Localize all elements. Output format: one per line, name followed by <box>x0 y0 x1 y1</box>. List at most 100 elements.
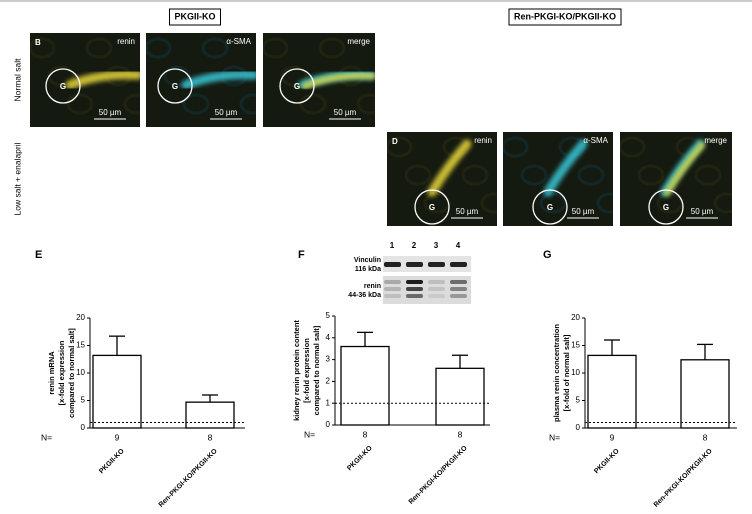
blot-vinculin <box>383 256 471 272</box>
band <box>406 287 423 291</box>
micrograph: Gα-SMA 50 µm <box>503 132 613 226</box>
vessel <box>302 72 375 89</box>
n-count: 8 <box>208 432 213 442</box>
glomerulus-circle <box>414 189 450 225</box>
channel-label: α-SMA <box>226 37 251 46</box>
row-label: Low salt + enalapril <box>12 142 22 215</box>
y-axis-label: kidney renin protein content <box>292 320 301 421</box>
micrograph: Gα-SMA 50 µm <box>146 33 256 127</box>
x-tick-label: Ren-PKGI-KO/PKGII-KO <box>158 447 219 508</box>
band <box>406 262 423 267</box>
band <box>450 287 467 291</box>
group-title: PKGII-KO <box>174 11 215 21</box>
x-tick-label: Ren-PKGI-KO/PKGII-KO <box>653 447 714 508</box>
tubule <box>480 192 497 214</box>
lane-label: 2 <box>412 241 417 250</box>
tubule <box>318 37 346 59</box>
band <box>428 262 445 267</box>
band <box>428 287 445 291</box>
tubule <box>123 93 140 115</box>
glomerulus-circle <box>532 189 568 225</box>
y-axis-label: renin mRNA <box>47 351 56 395</box>
x-tick-label: PKGII-KO <box>98 447 126 475</box>
tubule <box>85 37 113 59</box>
band <box>450 280 467 284</box>
bar <box>185 401 235 429</box>
n-label: N= <box>304 429 315 439</box>
group-box <box>508 8 622 26</box>
y-tick-label: 10 <box>76 368 85 377</box>
tubule <box>201 37 229 59</box>
y-tick-label: 10 <box>571 368 580 377</box>
y-tick-label: 5 <box>326 311 331 320</box>
panel-letter: F <box>298 249 305 261</box>
tubule <box>30 37 56 59</box>
scale-label: 50 µm <box>334 108 357 117</box>
tubule <box>146 37 172 59</box>
channel-label: merge <box>347 37 370 46</box>
vessel <box>65 70 140 90</box>
scale-label: 50 µm <box>99 108 122 117</box>
y-tick-label: 15 <box>571 341 580 350</box>
band <box>384 262 401 267</box>
lane-label: 4 <box>456 241 461 250</box>
tubule <box>520 164 548 186</box>
n-count: 8 <box>458 429 463 439</box>
panel-letter: G <box>543 249 552 261</box>
tubule <box>299 93 327 115</box>
n-count: 8 <box>363 429 368 439</box>
glomerulus-circle <box>45 68 81 104</box>
row-label: Normal salt <box>12 58 22 102</box>
tubule <box>461 164 489 186</box>
tubule <box>539 192 567 214</box>
tubule <box>503 136 529 158</box>
y-tick-label: 0 <box>326 420 331 429</box>
band <box>406 294 423 298</box>
y-axis-label: [x-fold expression <box>57 340 66 405</box>
tubule <box>596 192 613 214</box>
tubule <box>387 136 413 158</box>
glomerulus-circle <box>648 189 684 225</box>
tubule <box>280 65 308 87</box>
n-count: 8 <box>703 432 708 442</box>
tubule <box>66 93 94 115</box>
y-tick-label: 2 <box>326 377 331 386</box>
glomerulus-label: G <box>663 203 669 212</box>
glomerulus-label: G <box>547 203 553 212</box>
tubule <box>182 93 210 115</box>
n-label: N= <box>549 432 560 442</box>
group-title: Ren-PKGI-KO/PKGII-KO <box>514 11 616 21</box>
x-tick-label: PKGII-KO <box>593 447 621 475</box>
bar <box>680 359 730 429</box>
y-tick-label: 1 <box>326 398 331 407</box>
y-tick-label: 0 <box>576 423 581 432</box>
y-tick-label: 5 <box>81 396 86 405</box>
channel-label: renin <box>117 37 135 46</box>
y-tick-label: 5 <box>576 396 581 405</box>
tubule <box>404 164 432 186</box>
scale-label: 50 µm <box>691 207 714 216</box>
panel-letter: D <box>392 137 398 146</box>
blot-size: 44-36 kDa <box>348 292 381 299</box>
y-tick-label: 20 <box>571 313 580 322</box>
n-count: 9 <box>610 432 615 442</box>
glomerulus-circle <box>157 68 193 104</box>
scale-label: 50 µm <box>456 207 479 216</box>
glomerulus-label: G <box>294 82 300 91</box>
channel-label: merge <box>704 136 727 145</box>
band <box>428 280 445 284</box>
scale-label: 50 µm <box>215 108 238 117</box>
vessel <box>427 139 472 197</box>
tubule <box>713 192 732 214</box>
n-count: 9 <box>115 432 120 442</box>
y-axis-label: compared to normal salt] <box>312 325 321 415</box>
channel-label: α-SMA <box>583 136 608 145</box>
bar <box>587 354 637 429</box>
band <box>384 287 401 291</box>
y-tick-label: 20 <box>76 313 85 322</box>
